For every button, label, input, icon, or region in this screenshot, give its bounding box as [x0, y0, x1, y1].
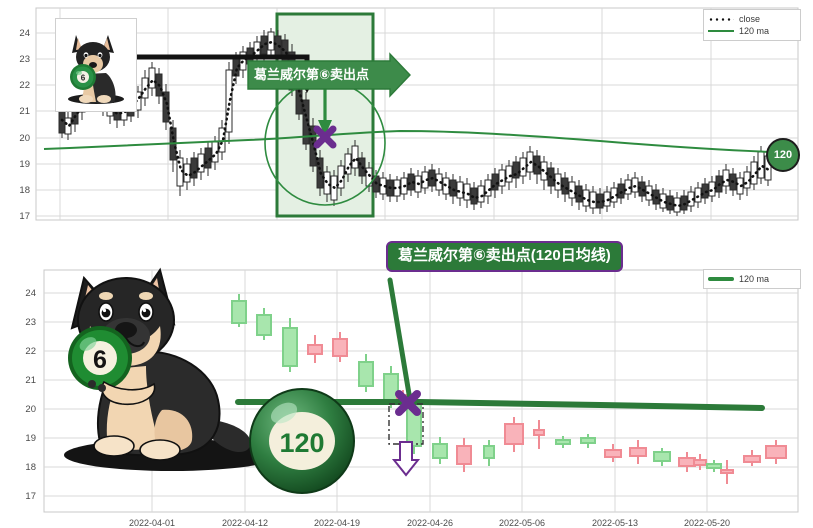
xtick-2: 2022-04-19	[313, 518, 361, 528]
legend-row-ma: 120 ma	[708, 25, 794, 37]
top-ytick-22: 22	[19, 80, 30, 91]
top-connector-arrowhead	[301, 82, 313, 93]
top-chart-legend: close 120 ma	[703, 9, 801, 41]
ma-end-badge: 120	[766, 138, 800, 172]
top-ytick-18: 18	[19, 185, 30, 196]
bottom-ytick-23: 23	[25, 317, 36, 328]
xtick-4: 2022-05-06	[498, 518, 546, 528]
cross-highlight-ellipse	[264, 80, 386, 206]
xtick-1: 2022-04-12	[221, 518, 269, 528]
top-ytick-23: 23	[19, 54, 30, 65]
top-h-gridlines	[36, 32, 798, 217]
xtick-0: 2022-04-01	[128, 518, 176, 528]
ball-120-label: 120	[279, 428, 324, 458]
top-ytick-19: 19	[19, 159, 30, 170]
xtick-5: 2022-05-13	[591, 518, 639, 528]
legend-label-ma: 120 ma	[739, 26, 770, 36]
top-ytick-20: 20	[19, 133, 30, 144]
sell-down-arrow-icon	[391, 441, 421, 477]
legend-label-close: close	[739, 14, 761, 24]
top-v-gridlines	[59, 8, 712, 220]
dog-illustration: 6	[42, 250, 342, 485]
bottom-ytick-17: 17	[25, 491, 36, 502]
legend-row-close: close	[708, 13, 794, 25]
bottom-chart-title: 葛兰威尔第⑥卖出点(120日均线)	[386, 241, 623, 273]
bearish-cross-marker	[313, 125, 337, 149]
legend-label-ma-bottom: 120 ma	[739, 274, 770, 284]
top-plot-frame	[35, 7, 799, 221]
bottom-chart-legend: 120 ma	[703, 269, 801, 289]
svg-text:6: 6	[81, 74, 86, 83]
bottom-ytick-19: 19	[25, 433, 36, 444]
top-close-dotted	[60, 40, 771, 208]
legend-row-ma-bottom: 120 ma	[708, 273, 794, 285]
ball-6-label: 6	[93, 346, 107, 374]
close-line-swatch-icon	[708, 17, 734, 21]
billiard-ball-120-icon: 120	[249, 388, 355, 494]
top-chart-panel: 24 23 22 21 20 19 18 17	[0, 0, 813, 232]
signal-box	[388, 403, 424, 445]
bottom-chart-panel: 6 120	[0, 232, 813, 528]
xtick-6: 2022-05-20	[683, 518, 731, 528]
bottom-ytick-20: 20	[25, 404, 36, 415]
german-shepherd-illustration: 6	[64, 267, 280, 471]
ma-line-swatch-icon	[708, 30, 734, 32]
top-candles	[58, 28, 772, 216]
top-ytick-21: 21	[19, 106, 30, 117]
sell-zone-rect	[275, 12, 375, 218]
top-ytick-24: 24	[19, 28, 30, 39]
top-ytick-17: 17	[19, 211, 30, 222]
top-down-arrow	[318, 88, 332, 136]
bottom-ytick-21: 21	[25, 375, 36, 386]
ball-120: 120	[248, 387, 356, 495]
xtick-3: 2022-04-26	[406, 518, 454, 528]
dog-thumbnail-box: 6	[55, 18, 137, 112]
bottom-ytick-18: 18	[25, 462, 36, 473]
top-ma-line	[43, 129, 773, 153]
ma-line-swatch-icon-bottom	[708, 277, 734, 281]
bottom-ytick-24: 24	[25, 288, 36, 299]
german-shepherd-icon: 6	[68, 35, 124, 104]
bottom-ytick-22: 22	[25, 346, 36, 357]
sell-banner-label: 葛兰威尔第⑥卖出点	[254, 67, 370, 82]
bottom-bearish-cross-marker	[395, 390, 421, 416]
down-trend-pointer	[387, 277, 413, 403]
